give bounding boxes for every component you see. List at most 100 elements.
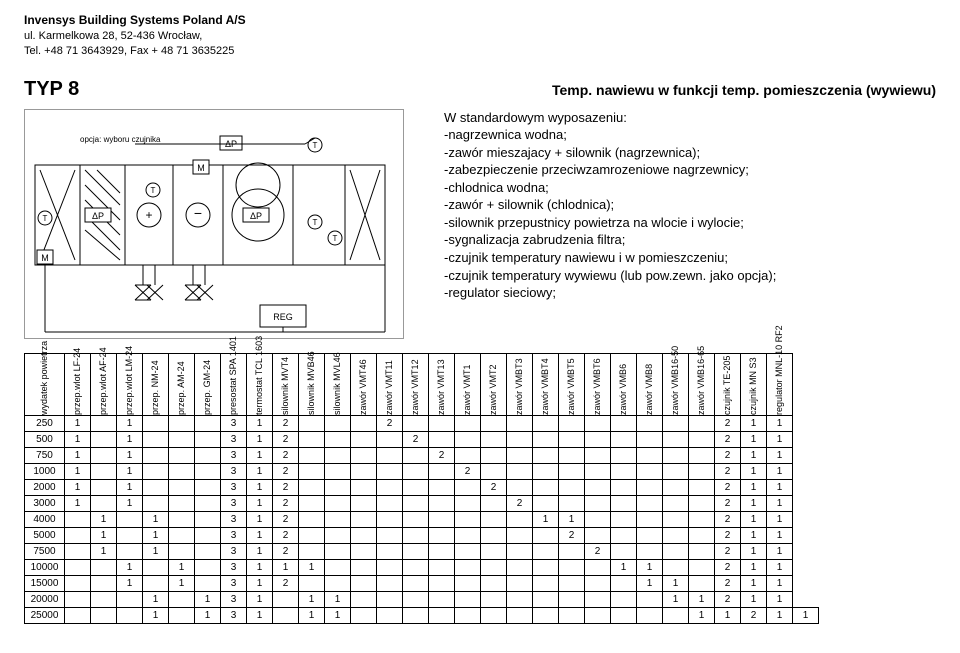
table-cell: 1 xyxy=(195,591,221,607)
table-cell xyxy=(611,431,637,447)
table-cell xyxy=(429,495,455,511)
table-cell xyxy=(455,479,481,495)
table-cell: 1 xyxy=(741,415,767,431)
table-cell xyxy=(585,607,611,623)
table-cell xyxy=(507,463,533,479)
table-cell xyxy=(637,479,663,495)
table-cell: 1 xyxy=(767,495,793,511)
table-cell xyxy=(273,607,299,623)
table-cell xyxy=(481,415,507,431)
table-cell: 1 xyxy=(169,575,195,591)
table-cell: 1 xyxy=(611,559,637,575)
table-cell xyxy=(299,495,325,511)
table-cell xyxy=(351,431,377,447)
table-cell xyxy=(455,511,481,527)
table-cell: 1 xyxy=(741,543,767,559)
minus-symbol: − xyxy=(194,205,202,221)
table-cell xyxy=(481,591,507,607)
table-cell: 1 xyxy=(247,527,273,543)
table-cell xyxy=(377,447,403,463)
table-cell xyxy=(455,527,481,543)
table-cell xyxy=(689,431,715,447)
table-cell xyxy=(637,527,663,543)
table-cell xyxy=(559,415,585,431)
table-cell xyxy=(169,591,195,607)
table-cell xyxy=(559,575,585,591)
table-cell xyxy=(533,527,559,543)
table-cell: 4000 xyxy=(25,511,65,527)
table-cell xyxy=(169,479,195,495)
col-header: przep. NM-24 xyxy=(143,353,169,415)
table-cell xyxy=(91,495,117,511)
table-cell xyxy=(143,463,169,479)
table-cell xyxy=(689,575,715,591)
table-cell xyxy=(585,479,611,495)
table-cell xyxy=(637,431,663,447)
table-cell xyxy=(637,415,663,431)
table-cell: 1 xyxy=(741,479,767,495)
table-cell xyxy=(533,463,559,479)
table-cell xyxy=(507,575,533,591)
table-cell: 1 xyxy=(91,543,117,559)
table-cell: 1 xyxy=(91,527,117,543)
table-cell: 2 xyxy=(455,463,481,479)
col-header: zawór VMB16-50 xyxy=(663,353,689,415)
table-cell xyxy=(533,559,559,575)
svg-text:ΔP: ΔP xyxy=(92,211,104,221)
table-cell xyxy=(611,527,637,543)
table-cell xyxy=(429,479,455,495)
table-cell: 750 xyxy=(25,447,65,463)
table-cell xyxy=(533,431,559,447)
table-cell: 1 xyxy=(143,543,169,559)
table-cell: 1 xyxy=(117,559,143,575)
table-cell xyxy=(663,543,689,559)
table-cell: 1 xyxy=(143,527,169,543)
col-header: termostat TCL 1603 xyxy=(247,353,273,415)
table-cell xyxy=(403,463,429,479)
table-cell xyxy=(143,559,169,575)
desc-line: -czujnik temperatury nawiewu i w pomiesz… xyxy=(444,249,936,267)
table-cell: 1 xyxy=(767,463,793,479)
table-cell: 2 xyxy=(273,415,299,431)
table-cell: 1 xyxy=(767,431,793,447)
table-cell xyxy=(559,543,585,559)
table-cell xyxy=(91,431,117,447)
table-cell: 1 xyxy=(767,559,793,575)
table-cell: 2 xyxy=(715,543,741,559)
doc-subtitle: Temp. nawiewu w funkcji temp. pomieszcze… xyxy=(552,82,936,98)
col-header: zawór VMB16-65 xyxy=(689,353,715,415)
table-cell xyxy=(429,527,455,543)
table-cell xyxy=(351,511,377,527)
table-cell: 1 xyxy=(767,479,793,495)
table-cell xyxy=(169,447,195,463)
table-cell: 1 xyxy=(299,559,325,575)
table-cell: 1 xyxy=(663,575,689,591)
table-cell xyxy=(143,495,169,511)
table-cell xyxy=(65,527,91,543)
table-cell: 250 xyxy=(25,415,65,431)
table-cell xyxy=(507,591,533,607)
table-cell: 1 xyxy=(247,607,273,623)
table-cell: 1 xyxy=(247,479,273,495)
desc-line: -sygnalizacja zabrudzenia filtra; xyxy=(444,231,936,249)
table-cell xyxy=(351,495,377,511)
table-cell xyxy=(429,607,455,623)
table-cell xyxy=(689,463,715,479)
table-cell: 1 xyxy=(143,591,169,607)
table-cell: 2 xyxy=(715,431,741,447)
table-cell xyxy=(559,479,585,495)
table-cell: 3 xyxy=(221,511,247,527)
table-cell: 3 xyxy=(221,591,247,607)
table-cell xyxy=(559,591,585,607)
table-cell: 2 xyxy=(273,463,299,479)
table-cell xyxy=(143,479,169,495)
col-header: presostat SPA 1401 xyxy=(221,353,247,415)
svg-text:M: M xyxy=(41,253,49,263)
svg-text:T: T xyxy=(333,234,338,243)
table-cell xyxy=(611,463,637,479)
table-cell xyxy=(91,447,117,463)
table-cell xyxy=(611,591,637,607)
company-header: Invensys Building Systems Poland A/S ul.… xyxy=(24,12,936,60)
table-cell: 1 xyxy=(637,575,663,591)
table-cell xyxy=(663,479,689,495)
